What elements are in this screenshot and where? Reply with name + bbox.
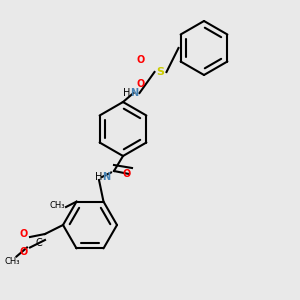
Text: O: O [20,229,28,239]
Text: H: H [94,172,102,182]
Text: S: S [157,67,164,77]
Text: N: N [130,88,139,98]
Text: CH₃: CH₃ [49,201,65,210]
Text: O: O [137,79,145,89]
Text: C: C [36,238,42,248]
Text: CH₃: CH₃ [4,256,20,266]
Text: O: O [20,247,28,257]
Text: O: O [123,169,131,179]
Text: O: O [137,55,145,65]
Text: H: H [123,88,130,98]
Text: N: N [102,172,110,182]
